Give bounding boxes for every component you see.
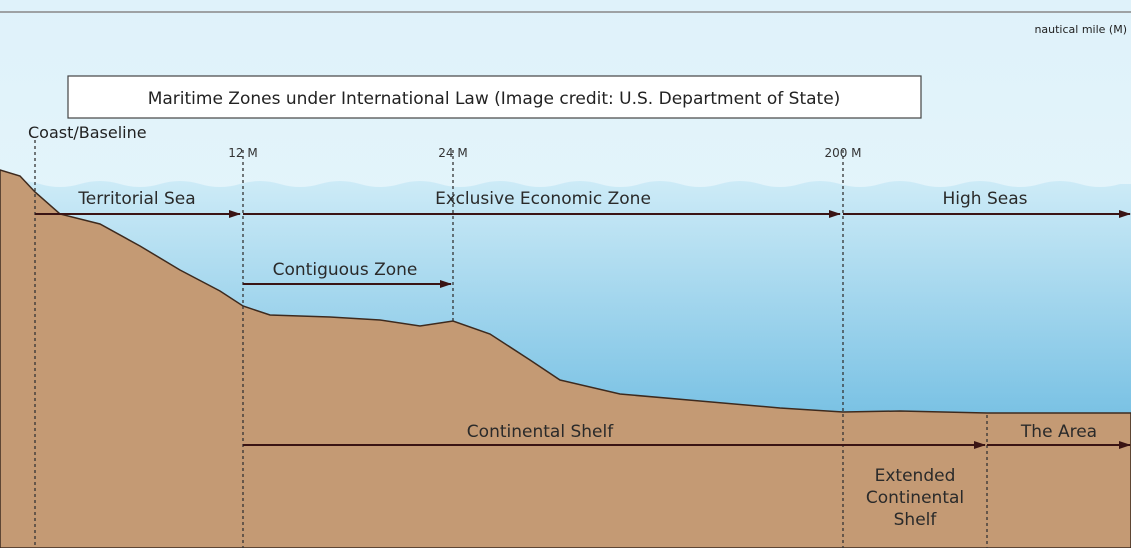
zone-label: The Area [1020, 422, 1097, 442]
distance-marker: 200 M [824, 146, 861, 160]
zone-label: Contiguous Zone [273, 260, 418, 280]
zone-label: High Seas [943, 189, 1028, 209]
title: Maritime Zones under International Law (… [148, 89, 841, 109]
zone-label: Exclusive Economic Zone [435, 189, 651, 209]
unit-note: nautical mile (M) [1034, 23, 1127, 36]
distance-marker: 24 M [438, 146, 467, 160]
zone-label: Continental [866, 488, 964, 508]
baseline-label: Coast/Baseline [28, 123, 147, 142]
zone-label: Continental Shelf [467, 422, 614, 442]
diagram: nautical mile (M) Maritime Zones under I… [0, 0, 1131, 548]
zone-label: Extended [875, 466, 956, 486]
zone-label: Territorial Sea [77, 189, 195, 209]
distance-marker: 12 M [228, 146, 257, 160]
zone-label: Shelf [894, 510, 938, 530]
